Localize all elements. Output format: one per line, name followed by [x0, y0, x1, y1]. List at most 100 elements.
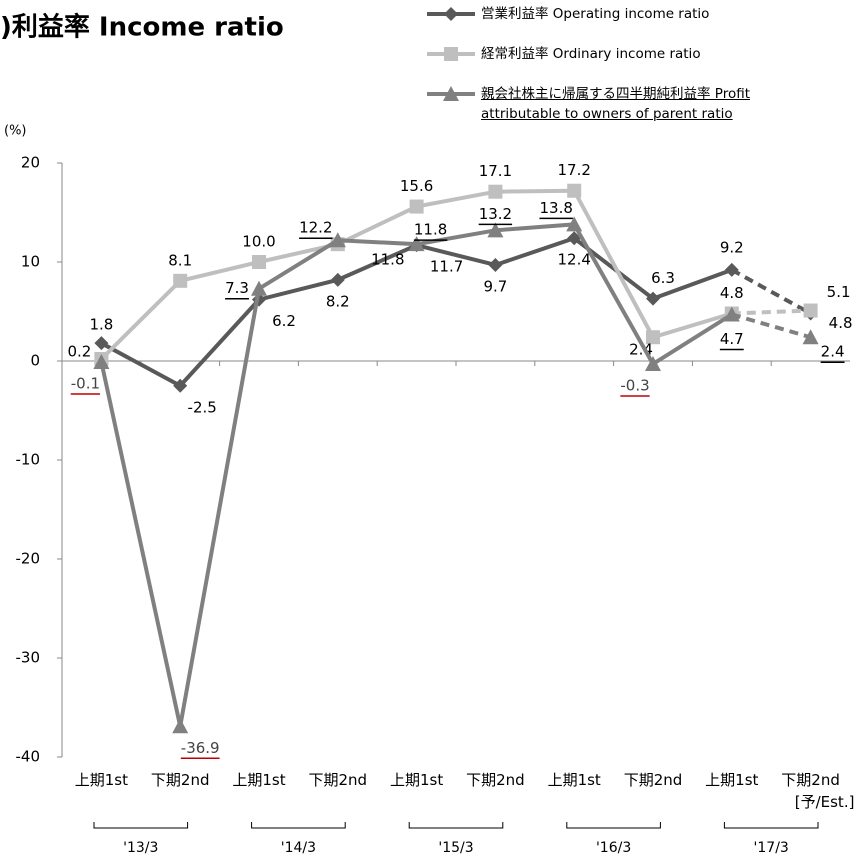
x-tick-label: 上期1st — [548, 771, 601, 789]
data-label: -0.1 — [71, 374, 100, 392]
y-tick-label: 10 — [21, 253, 40, 271]
x-tick-label: 下期2nd — [151, 771, 210, 789]
point — [724, 262, 739, 277]
chart-title: )利益率 Income ratio — [0, 12, 284, 43]
group-bracket — [408, 822, 504, 829]
point — [409, 199, 424, 214]
x-tick-label: 下期2nd — [309, 771, 368, 789]
data-label: 4.7 — [720, 330, 744, 348]
group-label: '14/3 — [281, 840, 316, 856]
data-label: 11.7 — [430, 258, 463, 276]
x-tick-label: 下期2nd — [624, 771, 683, 789]
data-label: 12.4 — [557, 251, 590, 269]
x-tick-label: 下期2nd [予/Est.] — [781, 771, 854, 811]
data-label: 0.2 — [67, 343, 91, 361]
y-tick-label: -20 — [16, 550, 41, 568]
data-label: 10.0 — [242, 233, 275, 251]
point — [94, 336, 109, 351]
group-bracket — [93, 822, 189, 829]
y-tick-label: -30 — [16, 649, 41, 667]
legend-item: 親会社株主に帰属する四半期純利益率 Profit attributable to… — [425, 84, 811, 124]
data-label: 12.2 — [299, 219, 332, 237]
legend-item: 経常利益率 Ordinary income ratio — [425, 44, 811, 64]
legend-label: 親会社株主に帰属する四半期純利益率 Profit attributable to… — [481, 86, 751, 122]
group-label: '16/3 — [596, 840, 631, 856]
point — [443, 86, 459, 101]
point — [566, 216, 583, 232]
data-label: 17.2 — [557, 161, 590, 179]
group-bracket — [251, 822, 346, 829]
x-tick-label: 上期1st — [705, 771, 758, 789]
point — [567, 183, 582, 198]
point — [172, 718, 189, 734]
point — [173, 273, 188, 288]
group-label: '17/3 — [754, 840, 789, 856]
data-label: 5.1 — [827, 283, 851, 301]
data-label: 11.8 — [414, 221, 447, 239]
data-label: 13.8 — [539, 199, 572, 217]
y-tick-label: -10 — [16, 451, 41, 469]
point — [329, 232, 346, 248]
point — [645, 355, 661, 371]
series-line-forecast — [730, 268, 812, 316]
unit-label: (%) — [4, 124, 27, 139]
point — [646, 291, 660, 306]
point — [444, 7, 458, 21]
data-label: 15.6 — [400, 177, 433, 195]
data-label: -2.5 — [188, 398, 217, 416]
x-tick-label: 上期1st — [390, 771, 443, 789]
legend-label: 営業利益率 Operating income ratio — [481, 6, 710, 22]
y-tick-label: 0 — [30, 352, 40, 370]
data-label: 8.2 — [326, 292, 350, 310]
point — [444, 47, 458, 61]
y-tick-label: 20 — [21, 154, 40, 172]
point — [802, 329, 819, 345]
point — [408, 236, 425, 252]
point — [723, 306, 740, 322]
legend-item: 営業利益率 Operating income ratio — [425, 4, 811, 24]
y-tick-label: -40 — [16, 748, 41, 766]
data-label: 8.1 — [168, 251, 192, 269]
data-label: 6.2 — [272, 312, 296, 330]
group-bracket — [566, 822, 661, 829]
point — [252, 255, 266, 269]
point — [567, 231, 582, 246]
series-line — [99, 222, 733, 727]
legend-swatch — [427, 86, 475, 101]
data-label: 9.2 — [720, 238, 744, 256]
point — [488, 184, 503, 199]
point — [646, 330, 660, 345]
data-label: 1.8 — [89, 316, 113, 334]
group-bracket — [723, 822, 819, 829]
data-label: 13.2 — [479, 205, 512, 223]
point — [488, 257, 503, 272]
series-line-forecast — [731, 312, 812, 340]
legend-label: 経常利益率 Ordinary income ratio — [481, 46, 701, 62]
data-label: 11.8 — [371, 251, 404, 269]
data-label: 9.7 — [483, 277, 507, 295]
data-label: 17.1 — [479, 162, 512, 180]
point — [330, 272, 345, 287]
data-label: -0.3 — [620, 376, 649, 394]
data-label: 4.8 — [829, 314, 853, 332]
data-label: 2.4 — [821, 343, 845, 361]
legend-swatch — [427, 7, 475, 21]
data-label: 6.3 — [651, 269, 675, 287]
x-tick-label: 上期1st — [75, 771, 128, 789]
series-line-forecast — [731, 308, 811, 316]
point — [803, 303, 818, 318]
data-label: 7.3 — [225, 279, 249, 297]
x-tick-label: 上期1st — [232, 771, 285, 789]
point — [93, 353, 110, 369]
point — [487, 222, 504, 238]
point — [251, 280, 267, 296]
x-tick-label: 下期2nd — [466, 771, 525, 789]
legend-swatch — [427, 47, 475, 61]
point — [173, 378, 188, 393]
data-label: -36.9 — [181, 739, 220, 757]
group-label: '13/3 — [123, 840, 158, 856]
legend: 営業利益率 Operating income ratio 経常利益率 Ordina… — [425, 4, 811, 144]
data-label: 4.8 — [720, 284, 744, 302]
